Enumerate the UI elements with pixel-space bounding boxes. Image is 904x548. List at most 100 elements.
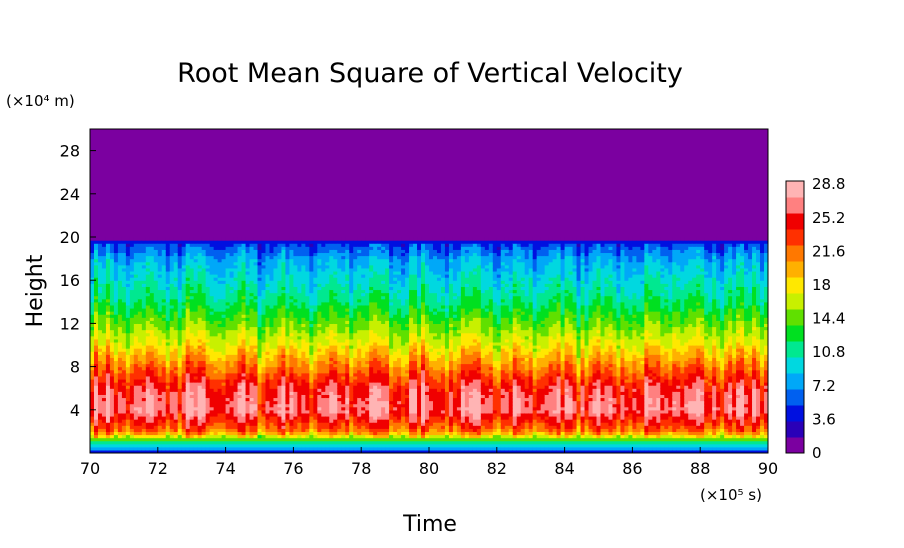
heatmap-cell — [293, 372, 298, 377]
heatmap-cell — [233, 400, 239, 405]
heatmap-cell — [273, 255, 279, 260]
heatmap-cell — [277, 329, 283, 334]
heatmap-cell — [233, 240, 239, 244]
heatmap-cell — [189, 446, 195, 451]
heatmap-cell — [305, 335, 310, 340]
heatmap-cell — [185, 378, 191, 383]
heatmap-cell — [173, 415, 179, 420]
heatmap-cell — [313, 409, 318, 414]
heatmap-cell — [185, 341, 191, 346]
heatmap-cell — [261, 304, 267, 309]
heatmap-cell — [137, 261, 143, 266]
heatmap-cell — [197, 286, 203, 291]
heatmap-cell — [225, 335, 231, 340]
heatmap-cell — [121, 277, 127, 281]
heatmap-cell — [265, 304, 271, 309]
heatmap-cell — [229, 440, 235, 445]
heatmap-cell — [205, 323, 211, 328]
heatmap-cell — [301, 382, 306, 386]
heatmap-cell — [217, 246, 223, 250]
heatmap-cell — [157, 403, 163, 408]
heatmap-cell — [233, 419, 239, 423]
heatmap-cell — [285, 304, 291, 309]
heatmap-cell — [225, 332, 231, 337]
heatmap-cell — [117, 270, 123, 275]
heatmap-cell — [101, 449, 107, 453]
heatmap-cell — [173, 292, 179, 297]
heatmap-cell — [137, 345, 143, 349]
heatmap-cell — [301, 335, 306, 340]
heatmap-cell — [90, 431, 95, 436]
heatmap-cell — [305, 366, 310, 371]
heatmap-cell — [201, 449, 207, 453]
heatmap-cell — [181, 311, 187, 315]
heatmap-cell — [185, 409, 191, 414]
heatmap-cell — [225, 434, 231, 439]
heatmap-cell — [221, 437, 227, 442]
heatmap-cell — [90, 366, 95, 371]
heatmap-cell — [261, 369, 267, 374]
heatmap-cell — [197, 397, 203, 402]
heatmap-cell — [117, 345, 123, 349]
heatmap-cell — [93, 289, 99, 294]
heatmap-cell — [161, 357, 167, 362]
heatmap-cell — [205, 283, 211, 287]
heatmap-cell — [217, 345, 223, 349]
heatmap-cell — [169, 332, 175, 337]
heatmap-cell — [165, 425, 171, 429]
heatmap-cell — [321, 415, 326, 420]
heatmap-cell — [281, 249, 287, 254]
heatmap-cell — [177, 274, 183, 278]
heatmap-cell — [217, 366, 223, 371]
heatmap-cell — [257, 369, 263, 374]
heatmap-cell — [313, 264, 318, 269]
heatmap-cell — [305, 397, 310, 402]
heatmap-cell — [245, 419, 251, 423]
heatmap-cell — [277, 332, 283, 337]
heatmap-cell — [309, 301, 314, 306]
heatmap-cell — [253, 382, 259, 386]
heatmap-cell — [241, 280, 247, 284]
heatmap-cell — [225, 388, 231, 392]
heatmap-cell — [157, 443, 163, 448]
heatmap-cell — [217, 307, 223, 312]
heatmap-cell — [297, 280, 302, 284]
heatmap-cell — [241, 258, 247, 263]
heatmap-cell — [201, 298, 207, 303]
heatmap-cell — [281, 311, 287, 315]
heatmap-cell — [193, 332, 199, 337]
heatmap-cell — [93, 345, 99, 349]
heatmap-cell — [265, 277, 271, 281]
heatmap-cell — [213, 246, 219, 250]
heatmap-cell — [125, 446, 131, 451]
heatmap-cell — [185, 280, 191, 284]
heatmap-cell — [173, 332, 179, 337]
heatmap-cell — [93, 378, 99, 383]
heatmap-cell — [241, 348, 247, 352]
heatmap-cell — [305, 264, 310, 269]
heatmap-cell — [157, 431, 163, 436]
heatmap-cell — [241, 388, 247, 392]
heatmap-cell — [217, 406, 223, 411]
heatmap-cell — [149, 394, 155, 399]
heatmap-cell — [281, 307, 287, 312]
heatmap-cell — [121, 400, 127, 405]
heatmap-cell — [169, 406, 175, 411]
heatmap-cell — [141, 240, 147, 244]
heatmap-cell — [229, 363, 235, 368]
heatmap-cell — [317, 409, 322, 414]
heatmap-cell — [213, 415, 219, 420]
heatmap-cell — [101, 360, 107, 365]
heatmap-cell — [113, 246, 119, 250]
heatmap-cell — [90, 292, 95, 297]
heatmap-cell — [245, 428, 251, 432]
heatmap-cell — [133, 314, 139, 318]
heatmap-cell — [109, 345, 115, 349]
heatmap-cell — [249, 314, 255, 318]
heatmap-cell — [269, 357, 275, 362]
heatmap-cell — [197, 363, 203, 368]
heatmap-cell — [97, 446, 103, 451]
heatmap-cell — [185, 329, 191, 334]
heatmap-cell — [185, 292, 191, 297]
heatmap-cell — [169, 425, 175, 429]
